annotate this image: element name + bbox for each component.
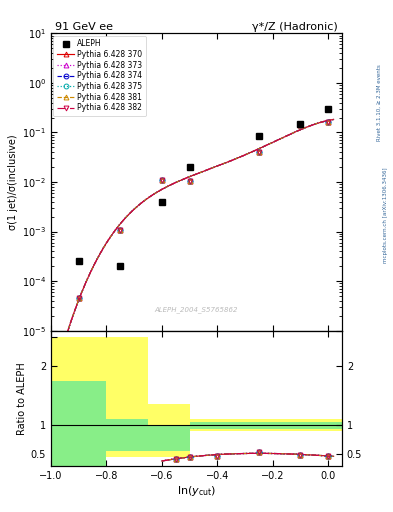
Y-axis label: Ratio to ALEPH: Ratio to ALEPH: [17, 362, 27, 435]
ALEPH: [118, 263, 123, 269]
Text: Rivet 3.1.10, ≥ 2.3M events: Rivet 3.1.10, ≥ 2.3M events: [377, 64, 382, 141]
Text: ALEPH_2004_S5765862: ALEPH_2004_S5765862: [155, 306, 238, 313]
ALEPH: [257, 133, 261, 139]
Legend: ALEPH, Pythia 6.428 370, Pythia 6.428 373, Pythia 6.428 374, Pythia 6.428 375, P: ALEPH, Pythia 6.428 370, Pythia 6.428 37…: [53, 35, 146, 116]
ALEPH: [76, 259, 81, 265]
ALEPH: [298, 121, 303, 127]
Text: mcplots.cern.ch [arXiv:1306.3436]: mcplots.cern.ch [arXiv:1306.3436]: [383, 167, 387, 263]
ALEPH: [160, 199, 164, 205]
Y-axis label: σ(1 jet)/σ(inclusive): σ(1 jet)/σ(inclusive): [8, 134, 18, 230]
ALEPH: [326, 105, 331, 112]
Text: γ*/Z (Hadronic): γ*/Z (Hadronic): [252, 22, 338, 32]
X-axis label: $\ln(y_{\mathrm{cut}})$: $\ln(y_{\mathrm{cut}})$: [177, 483, 216, 498]
Text: 91 GeV ee: 91 GeV ee: [55, 22, 113, 32]
Line: ALEPH: ALEPH: [76, 105, 331, 269]
ALEPH: [187, 164, 192, 170]
